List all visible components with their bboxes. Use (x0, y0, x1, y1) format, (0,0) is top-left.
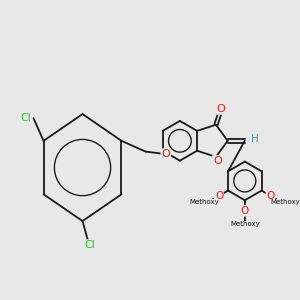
Text: O: O (213, 156, 222, 166)
Text: Cl: Cl (21, 113, 32, 123)
Text: Methoxy: Methoxy (230, 221, 260, 227)
Text: Cl: Cl (85, 240, 96, 250)
Text: O: O (216, 104, 225, 114)
Text: Methoxy: Methoxy (190, 200, 220, 206)
Text: O: O (241, 206, 249, 216)
Text: O: O (266, 191, 275, 201)
Text: Methoxy: Methoxy (270, 200, 300, 206)
Text: O: O (161, 149, 170, 159)
Text: O: O (215, 191, 223, 201)
Text: H: H (250, 134, 258, 144)
